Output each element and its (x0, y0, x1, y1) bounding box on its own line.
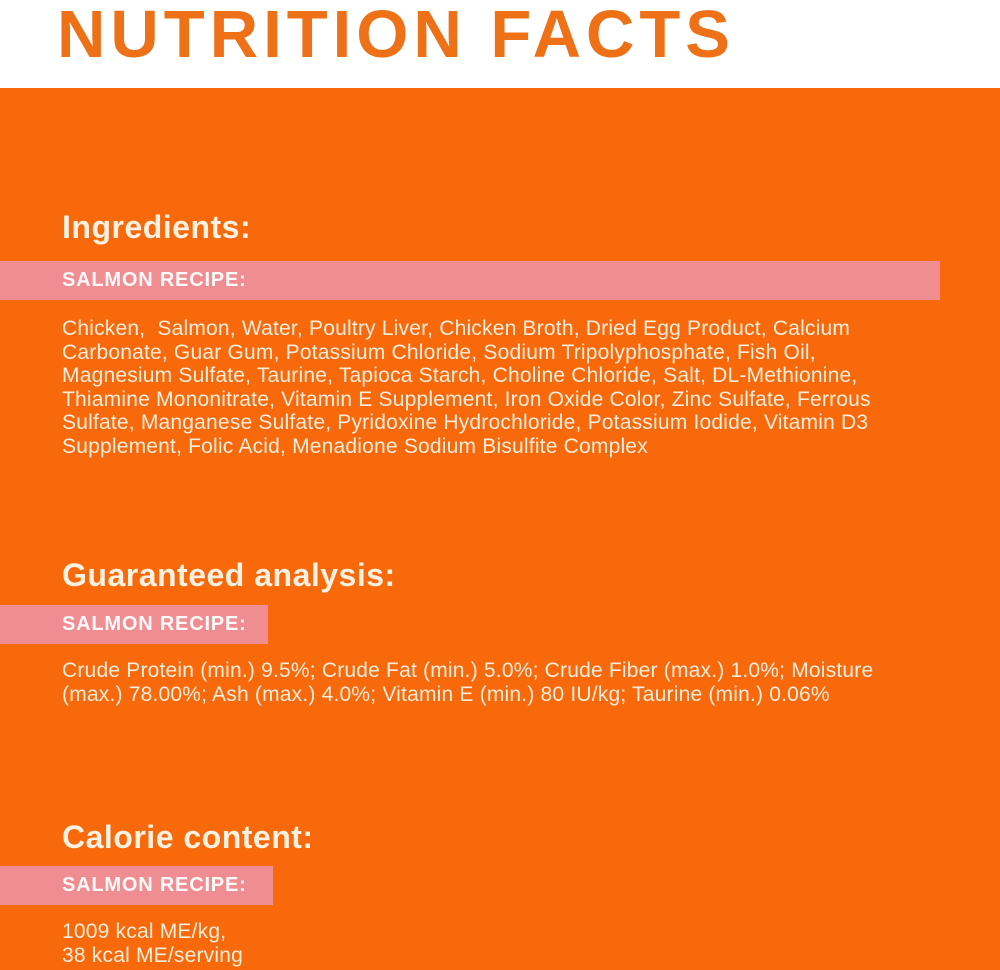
guaranteed-analysis-text: Crude Protein (min.) 9.5%; Crude Fat (mi… (62, 659, 874, 706)
guaranteed-analysis-recipe-label: SALMON RECIPE: (62, 613, 247, 635)
ingredients-heading: Ingredients: (62, 209, 252, 245)
guaranteed-analysis-heading: Guaranteed analysis: (62, 557, 396, 593)
ingredients-recipe-label: SALMON RECIPE: (62, 269, 247, 291)
title-band: NUTRITION FACTS (0, 0, 1000, 88)
guaranteed-analysis-recipe-banner: SALMON RECIPE: (0, 605, 268, 644)
calorie-content-recipe-label: SALMON RECIPE: (62, 874, 247, 896)
ingredients-recipe-banner: SALMON RECIPE: (0, 261, 940, 300)
calorie-content-heading: Calorie content: (62, 819, 314, 855)
calorie-content-text: 1009 kcal ME/kg, 38 kcal ME/serving (62, 920, 244, 967)
orange-panel: Ingredients: SALMON RECIPE: Chicken, Sal… (0, 88, 1000, 970)
calorie-content-recipe-banner: SALMON RECIPE: (0, 866, 273, 905)
ingredients-text: Chicken, Salmon, Water, Poultry Liver, C… (62, 317, 871, 458)
page-title: NUTRITION FACTS (57, 0, 735, 72)
